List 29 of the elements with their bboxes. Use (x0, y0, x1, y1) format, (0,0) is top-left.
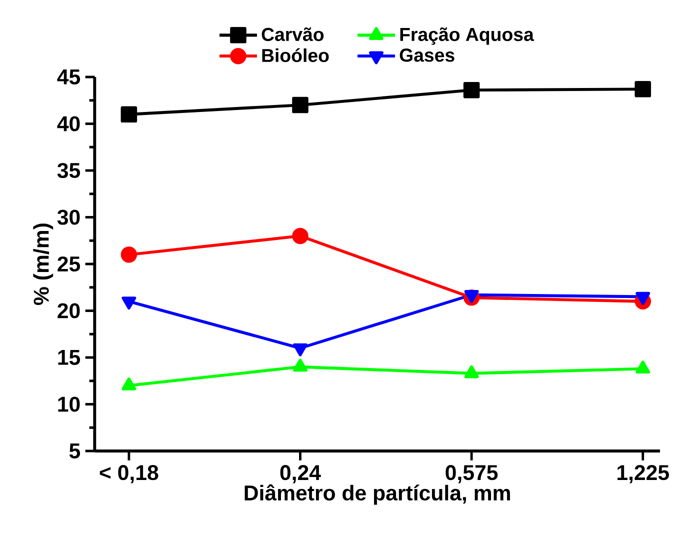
y-tick-label: 25 (58, 256, 80, 272)
point (463, 82, 480, 98)
y-tick-label: 15 (58, 350, 80, 365)
y-tick-label: 40 (57, 116, 80, 132)
y-tick-label: 10 (58, 396, 80, 412)
point (292, 96, 308, 114)
x-tick-label: 0,24 (280, 465, 321, 484)
legend-label: Bioóleo (262, 48, 329, 62)
y-tick-label: 30 (57, 210, 80, 225)
point (292, 228, 308, 244)
point (634, 81, 651, 98)
point (120, 106, 138, 123)
y-tick-label: 5 (69, 444, 80, 458)
point (293, 358, 308, 372)
x-tick-label: < 0,18 (100, 465, 158, 484)
point (464, 365, 479, 378)
point (636, 360, 650, 374)
legend-label: Gases (400, 48, 454, 62)
legend-label: Fração Aquosa (400, 27, 534, 45)
x-tick-label: 0,575 (446, 465, 498, 484)
y-tick-label: 35 (57, 162, 80, 178)
y-tick-label: 20 (58, 303, 80, 318)
y-axis-title: % (m/m) (33, 224, 54, 305)
point (122, 377, 136, 390)
point (120, 246, 138, 263)
legend-label: Carvão (262, 27, 324, 42)
x-axis-title: Diâmetro de partícula, mm (244, 484, 510, 505)
y-tick-label: 45 (57, 70, 80, 84)
x-tick-label: 1,225 (618, 465, 669, 484)
